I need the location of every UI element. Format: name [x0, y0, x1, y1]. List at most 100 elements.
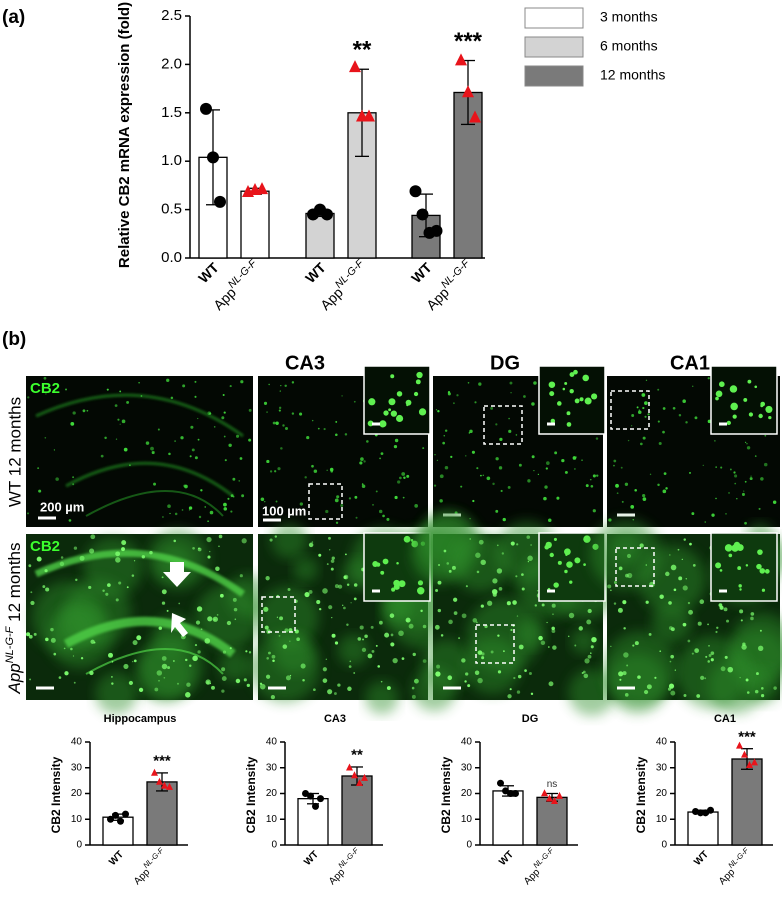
cell	[353, 400, 356, 403]
y-tick-label: 20	[461, 788, 473, 799]
significance: ***	[738, 728, 756, 745]
cell	[89, 670, 94, 676]
cell	[177, 682, 179, 685]
inset-cell	[761, 588, 766, 592]
cell	[687, 639, 691, 643]
cell	[390, 633, 394, 637]
cell	[28, 564, 32, 568]
cell	[533, 469, 535, 472]
cell	[308, 590, 313, 594]
inset-cell	[550, 418, 556, 424]
cell	[278, 409, 281, 412]
cell	[501, 552, 505, 555]
data-point	[307, 792, 314, 800]
cell	[26, 632, 31, 637]
inset-cell	[388, 398, 396, 406]
cell	[344, 433, 348, 436]
inset-cell	[728, 553, 733, 558]
inset-cell	[569, 388, 574, 394]
data-point	[462, 85, 474, 98]
haze	[365, 680, 399, 715]
cell	[530, 544, 532, 546]
cell	[229, 384, 232, 388]
cell	[420, 609, 423, 613]
cell	[291, 381, 295, 384]
cell	[282, 424, 285, 427]
cell	[554, 451, 558, 455]
cell	[271, 654, 276, 659]
cell	[206, 536, 212, 543]
cell	[375, 644, 378, 647]
cell	[239, 574, 243, 578]
cell	[642, 406, 645, 410]
cell	[145, 441, 150, 445]
cell	[476, 467, 479, 470]
cell	[156, 670, 163, 676]
cell	[626, 553, 632, 559]
cell	[386, 517, 390, 521]
cell	[435, 588, 439, 592]
cell	[64, 671, 69, 676]
cell	[439, 474, 444, 479]
scale-bar-label: 200 µm	[40, 499, 84, 514]
cell	[270, 695, 276, 700]
cell	[227, 497, 230, 500]
cell	[480, 604, 484, 608]
cell	[311, 541, 314, 543]
cell	[132, 640, 138, 646]
cell	[632, 644, 635, 647]
cell	[574, 468, 576, 470]
haze	[651, 602, 693, 644]
cell	[581, 671, 584, 675]
cell	[121, 540, 127, 546]
cell	[682, 622, 687, 627]
inset-cell	[724, 544, 733, 552]
cell	[331, 616, 333, 619]
cell	[386, 686, 391, 691]
haze	[450, 532, 510, 592]
cell	[613, 602, 617, 605]
inset-cell	[396, 391, 403, 397]
x-tick-label: WT	[107, 849, 126, 868]
inset-cell	[391, 587, 396, 592]
cell	[674, 669, 676, 671]
inset-cell	[765, 405, 773, 413]
cell	[623, 652, 629, 658]
cell	[394, 438, 399, 443]
cell	[185, 692, 191, 698]
cell	[75, 578, 78, 582]
cell	[630, 505, 635, 509]
inset-cell	[557, 560, 562, 565]
cell	[119, 390, 122, 393]
cell	[200, 628, 203, 631]
cell	[221, 676, 227, 681]
data-point	[409, 185, 422, 198]
x-tick-label: AppNL-G-F	[208, 257, 264, 313]
cell	[294, 629, 299, 634]
cell	[487, 600, 493, 606]
cell	[334, 498, 339, 503]
cell	[354, 495, 358, 499]
cell	[642, 497, 647, 501]
cell	[475, 552, 481, 558]
cell	[499, 437, 503, 441]
cell	[728, 492, 730, 494]
cell	[618, 566, 623, 571]
x-tick-superscript: NL-G-F	[439, 257, 473, 291]
cell	[435, 409, 438, 411]
cell	[326, 563, 329, 566]
cell	[531, 455, 535, 459]
cell	[624, 482, 629, 486]
inset-cell	[418, 408, 427, 416]
cell	[668, 601, 672, 605]
inset-cell	[557, 401, 562, 406]
cell	[500, 489, 503, 493]
inset-cell	[579, 397, 584, 402]
cell	[665, 571, 670, 577]
cell	[590, 645, 594, 649]
cell	[508, 417, 510, 420]
inset-cell	[758, 413, 763, 419]
legend-swatch	[524, 36, 584, 58]
haze	[250, 633, 320, 703]
